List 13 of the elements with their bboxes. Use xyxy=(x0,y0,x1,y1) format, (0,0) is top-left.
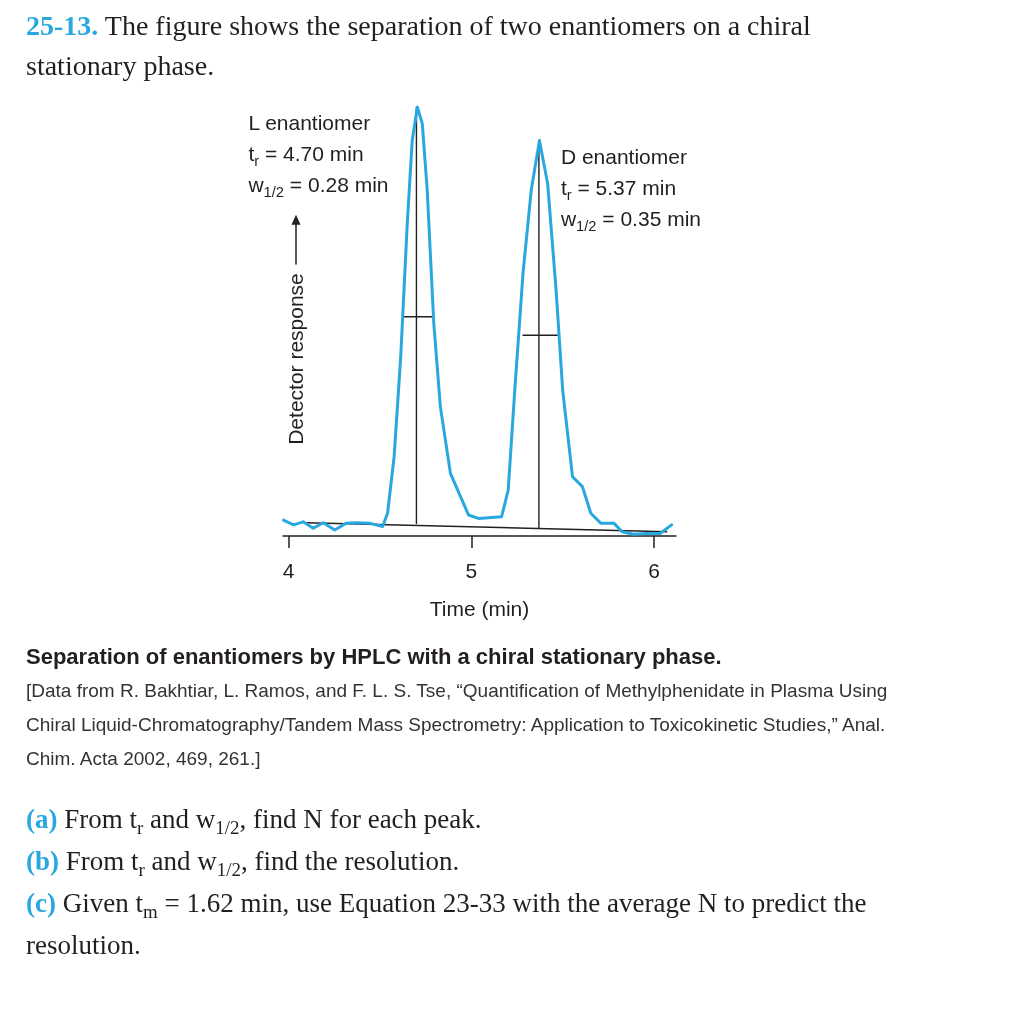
text: Separation of enantiomers by HPLC with a chiral stationary phase. xyxy=(26,643,723,671)
annotation: L enantiomer t$_{r}$ = 4.70 min w$_{1/2}$ = 0.28 min xyxy=(248,110,389,201)
x-tick-label: 6 xyxy=(648,559,660,582)
x-tick-label: 5 xyxy=(465,559,478,582)
annotation: D enantiomer t$_{r}$ = 5.37 min w$_{1/2}$ = 0.35 min xyxy=(560,144,701,235)
text: [Data from R. Bakhtiar, L. Ramos, and F. L. S. Tse, “Quantification of Methylphenidate in Plasma Using Chiral Liquid-Chromatography/Tandem Mass Spectrometry: Application to Toxicokinetic Studies,” Anal. Chim. Acta 2002, 469, 261.] xyxy=(26,679,889,771)
text: (b) From t$_{r}$ and w$_{1/2}$, find the resolution. xyxy=(26,845,461,882)
x-axis-title: Time (min) xyxy=(429,597,530,620)
chart-title: 25-13. The figure shows the separation of two enantiomers on a chiral stationary phase. xyxy=(26,9,812,83)
x-tick-label: 4 xyxy=(282,559,295,582)
text: (a) From t$_{r}$ and w$_{1/2}$, find N for each peak. xyxy=(26,803,483,840)
text: (c) Given t$_{m}$ = 1.62 min, use Equation 23-33 with the average N to predict the resolution. xyxy=(26,887,868,962)
y-axis-title: Detector response xyxy=(284,273,308,445)
